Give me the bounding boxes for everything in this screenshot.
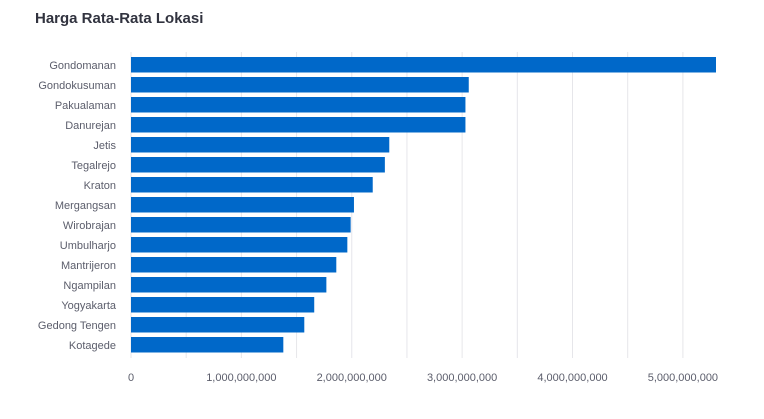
bar-umbulharjo[interactable] (131, 237, 348, 253)
category-label: Ngampilan (63, 280, 116, 292)
chart-title: Harga Rata-Rata Lokasi (35, 10, 204, 27)
category-label: Jetis (93, 140, 116, 152)
category-label: Mantrijeron (61, 260, 116, 272)
bar-pakualaman[interactable] (131, 97, 466, 113)
bar-tegalrejo[interactable] (131, 157, 385, 173)
category-label: Kraton (84, 180, 116, 192)
bar-jetis[interactable] (131, 137, 390, 153)
bar-gondokusuman[interactable] (131, 77, 469, 93)
bar-wirobrajan[interactable] (131, 217, 351, 233)
category-label: Yogyakarta (61, 300, 117, 312)
bar-gedong-tengen[interactable] (131, 317, 305, 333)
x-tick-labels: 0 1,000,000,000 2,000,000,000 3,000,000,000… (128, 372, 718, 384)
category-label: Danurejan (65, 120, 116, 132)
x-tick-label: 0 (128, 372, 134, 384)
category-label: Wirobrajan (63, 220, 116, 232)
bars (131, 57, 716, 353)
bar-kraton[interactable] (131, 177, 373, 193)
bar-kotagede[interactable] (131, 337, 284, 353)
bar-danurejan[interactable] (131, 117, 466, 133)
category-labels: Gondomanan Gondokusuman Pakualaman Danureja… (38, 60, 117, 352)
category-label: Pakualaman (55, 100, 116, 112)
category-label: Umbulharjo (60, 240, 116, 252)
x-tick-label: 3,000,000,000 (427, 372, 497, 384)
bar-ngampilan[interactable] (131, 277, 327, 293)
x-tick-label: 5,000,000,000 (648, 372, 718, 384)
category-label: Kotagede (69, 340, 116, 352)
category-label: Gedong Tengen (38, 320, 116, 332)
bar-mantrijeron[interactable] (131, 257, 337, 273)
bar-mergangsan[interactable] (131, 197, 354, 213)
bar-gondomanan[interactable] (131, 57, 716, 73)
category-label: Tegalrejo (71, 160, 116, 172)
category-label: Gondokusuman (38, 80, 116, 92)
category-label: Mergangsan (55, 200, 116, 212)
x-tick-label: 4,000,000,000 (537, 372, 607, 384)
x-tick-label: 1,000,000,000 (206, 372, 276, 384)
bar-yogyakarta[interactable] (131, 297, 315, 313)
category-label: Gondomanan (49, 60, 116, 72)
x-tick-label: 2,000,000,000 (317, 372, 387, 384)
